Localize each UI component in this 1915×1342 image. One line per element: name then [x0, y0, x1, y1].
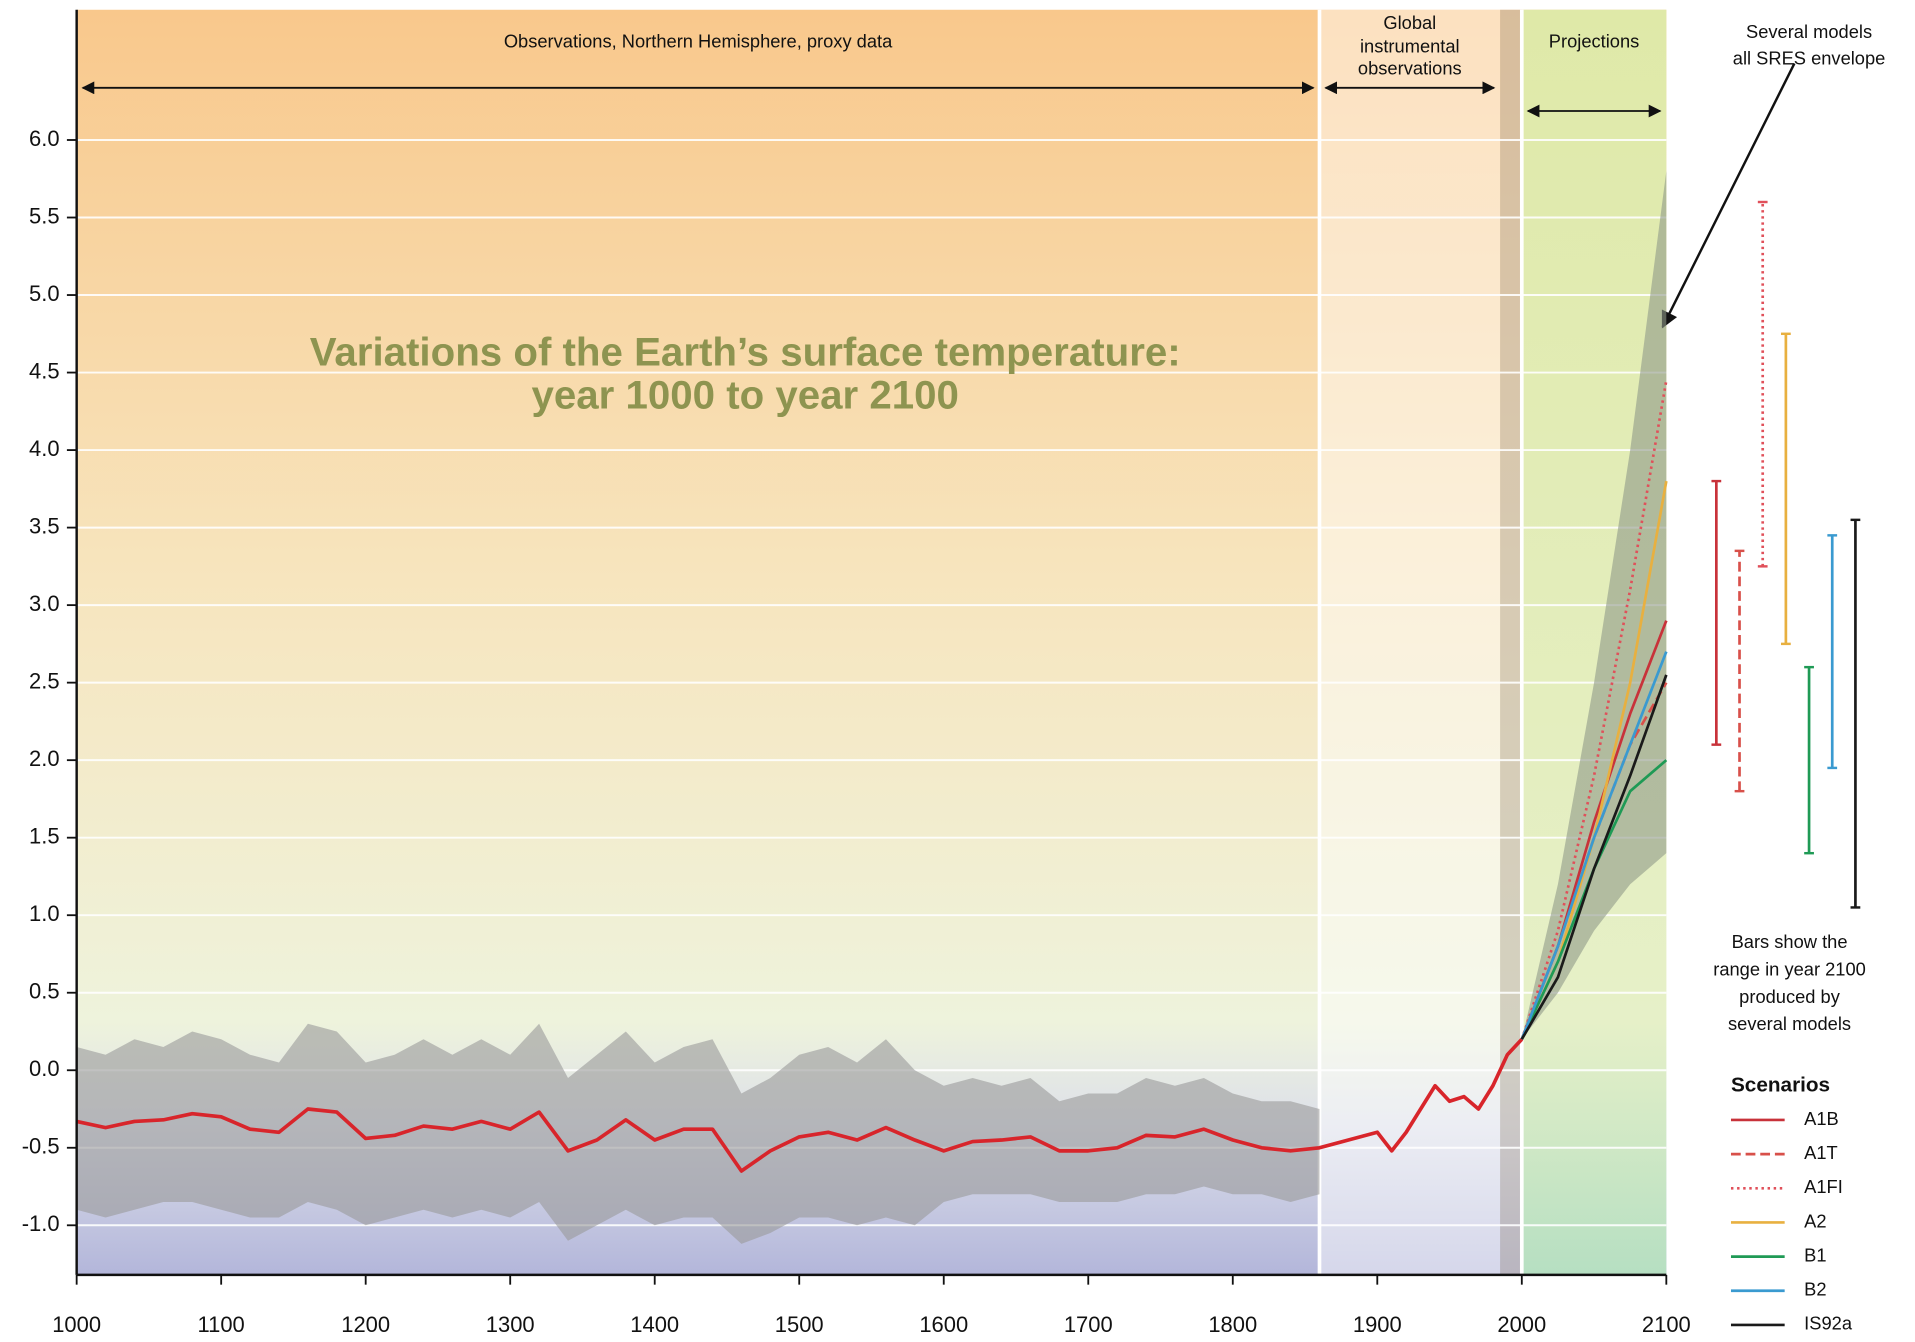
x-tick-label: 1800 [1208, 1312, 1257, 1337]
y-tick-label: 4.0 [29, 436, 60, 461]
uncertainty-band [76, 1023, 1320, 1244]
series-line [1520, 674, 1668, 1040]
x-tick-label: 2100 [1642, 1312, 1691, 1337]
x-tick-label: 1000 [52, 1312, 101, 1337]
x-tick-label: 1200 [341, 1312, 390, 1337]
range-bar [1804, 665, 1814, 855]
legend-label: B1 [1804, 1244, 1826, 1265]
x-tick-label: 1600 [919, 1312, 968, 1337]
region-label: instrumental [1360, 35, 1460, 56]
region-label: Global [1383, 12, 1436, 33]
range-bar [1734, 549, 1745, 793]
y-tick-label: 3.0 [29, 591, 60, 616]
x-tick-label: 1100 [198, 1312, 245, 1337]
y-tick-label: 6.0 [29, 126, 60, 151]
uncertainty-band [1521, 171, 1667, 1040]
region-overlap [1500, 9, 1522, 1275]
x-tick-label: 2000 [1497, 1312, 1546, 1337]
region-label: Projections [1549, 31, 1640, 52]
range-bar [1850, 518, 1861, 909]
y-tick-label: 1.0 [29, 901, 60, 926]
annotation: Several models [1746, 21, 1872, 42]
chart-title: year 1000 to year 2100 [531, 372, 958, 417]
legend-label: A2 [1804, 1210, 1826, 1231]
legend-label: A1FI [1804, 1176, 1843, 1197]
x-tick-label: 1700 [1064, 1312, 1113, 1337]
y-tick-label: -0.5 [22, 1134, 60, 1159]
x-tick-label: 1900 [1353, 1312, 1402, 1337]
x-tick-label: 1500 [775, 1312, 824, 1337]
annotation-arrow [1661, 62, 1796, 329]
legend-label: IS92a [1804, 1313, 1853, 1334]
x-tick-label: 1400 [630, 1312, 679, 1337]
y-tick-label: 3.5 [29, 513, 60, 538]
y-tick-label: 1.5 [29, 823, 60, 848]
series-line [1520, 651, 1668, 1040]
y-tick-label: -1.0 [22, 1211, 60, 1236]
chart-title: Variations of the Earth’s surface temper… [310, 330, 1181, 375]
range-bar [1827, 534, 1838, 770]
region-background [1319, 9, 1501, 1275]
annotation: several models [1728, 1013, 1851, 1034]
y-tick-label: 0.5 [29, 979, 60, 1004]
y-tick-label: 2.5 [29, 668, 60, 693]
region-label: observations [1358, 57, 1462, 78]
annotation: all SRES envelope [1733, 48, 1886, 69]
annotation: produced by [1739, 986, 1841, 1007]
range-bar [1781, 332, 1791, 646]
legend-label: A1T [1804, 1142, 1838, 1163]
y-tick-label: 5.5 [29, 203, 60, 228]
region-label: Observations, Northern Hemisphere, proxy… [504, 31, 893, 52]
range-bar [1711, 479, 1722, 746]
x-tick-label: 1300 [486, 1312, 535, 1337]
legend-label: B2 [1804, 1279, 1826, 1300]
y-tick-label: 2.0 [29, 746, 60, 771]
annotation: Bars show the [1732, 931, 1848, 952]
y-tick-label: 0.0 [29, 1056, 60, 1081]
annotation: range in year 2100 [1713, 958, 1866, 979]
y-tick-label: 5.0 [29, 281, 60, 306]
legend-label: A1B [1804, 1108, 1839, 1129]
series-line [76, 1037, 1524, 1173]
legend-title: Scenarios [1731, 1073, 1830, 1096]
range-bar [1757, 200, 1768, 568]
y-tick-label: 4.5 [29, 358, 60, 383]
